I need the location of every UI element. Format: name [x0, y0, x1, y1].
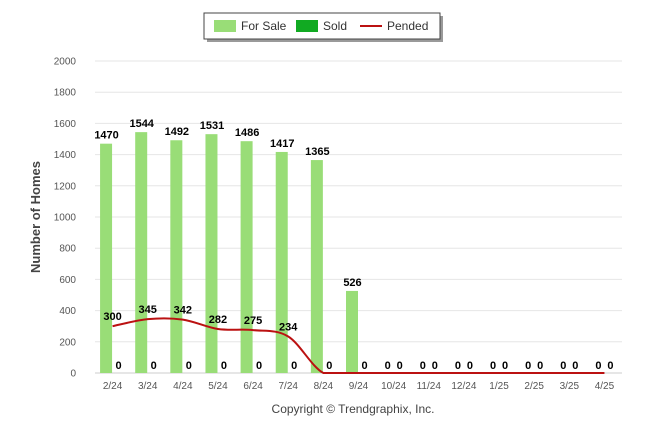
x-tick-label: 11/24 — [417, 381, 442, 392]
pended-line — [112, 317, 605, 374]
bar-for-sale — [100, 143, 113, 373]
bar-for-sale — [205, 134, 218, 373]
data-label-for-sale: 1492 — [165, 126, 189, 138]
x-tick-label: 9/24 — [349, 381, 369, 392]
y-tick-label: 1400 — [54, 150, 77, 161]
bar-for-sale — [275, 151, 288, 373]
bar-for-sale — [310, 160, 323, 373]
data-label-for-sale: 0 — [385, 360, 391, 372]
y-tick-label: 1000 — [54, 213, 77, 224]
x-tick-label: 1/25 — [489, 381, 509, 392]
x-tick-label: 2/24 — [103, 381, 123, 392]
data-label-sold: 0 — [432, 360, 438, 372]
data-label-sold: 0 — [326, 360, 332, 372]
y-tick-label: 200 — [59, 337, 76, 348]
legend-swatch-sold — [296, 20, 318, 32]
data-label-for-sale: 0 — [595, 360, 601, 372]
x-tick-label: 2/25 — [524, 381, 544, 392]
data-label-for-sale: 526 — [343, 277, 361, 289]
data-label-sold: 0 — [186, 360, 192, 372]
data-label-pended: 345 — [139, 304, 157, 316]
x-tick-label: 4/24 — [173, 381, 193, 392]
data-label-for-sale: 0 — [420, 360, 426, 372]
y-tick-label: 0 — [70, 369, 76, 380]
x-tick-label: 7/24 — [278, 381, 298, 392]
data-label-for-sale: 1470 — [94, 130, 118, 142]
x-tick-label: 5/24 — [208, 381, 228, 392]
bar-for-sale — [135, 132, 148, 373]
data-label-pended: 342 — [174, 305, 192, 317]
data-label-for-sale: 0 — [455, 360, 461, 372]
data-label-sold: 0 — [221, 360, 227, 372]
y-tick-label: 1800 — [54, 88, 77, 99]
y-axis-ticks: 0 200 400 600 800 1000 1200 1400 1600 1800 2000 — [54, 57, 77, 380]
data-label-for-sale: 1365 — [305, 146, 329, 158]
data-label-pended: 275 — [244, 315, 262, 327]
bar-for-sale — [170, 140, 183, 373]
data-label-for-sale: 1417 — [270, 138, 294, 150]
y-tick-label: 1200 — [54, 181, 77, 192]
data-label-pended: 234 — [279, 321, 298, 333]
x-tick-label: 3/25 — [560, 381, 580, 392]
x-tick-label: 10/24 — [381, 381, 406, 392]
data-label-for-sale: 0 — [560, 360, 566, 372]
gridlines — [95, 60, 622, 374]
y-tick-label: 1600 — [54, 119, 77, 130]
y-tick-label: 800 — [59, 244, 76, 255]
copyright-text: Copyright © Trendgraphix, Inc. — [272, 402, 435, 416]
data-label-sold: 0 — [151, 360, 157, 372]
y-tick-label: 2000 — [54, 57, 77, 68]
data-label-sold: 0 — [572, 360, 578, 372]
data-label-sold: 0 — [291, 360, 297, 372]
data-label-sold: 0 — [467, 360, 473, 372]
y-axis-title: Number of Homes — [28, 161, 43, 273]
data-label-sold: 0 — [256, 360, 262, 372]
x-tick-label: 4/25 — [595, 381, 615, 392]
legend-label-pended: Pended — [387, 19, 428, 33]
data-label-sold: 0 — [607, 360, 613, 372]
legend-label-for-sale: For Sale — [241, 19, 287, 33]
data-label-pended: 282 — [209, 314, 227, 326]
data-label-pended: 300 — [103, 311, 121, 323]
x-axis-ticks: 2/24 3/24 4/24 5/24 6/24 7/24 8/24 9/24 10/24 11/… — [103, 381, 615, 392]
data-label-for-sale: 0 — [525, 360, 531, 372]
data-label-for-sale: 1486 — [235, 127, 259, 139]
x-tick-label: 6/24 — [243, 381, 263, 392]
data-label-sold: 0 — [361, 360, 367, 372]
legend: For Sale Sold Pended — [203, 12, 443, 42]
bar-for-sale — [346, 290, 358, 373]
legend-label-sold: Sold — [323, 19, 347, 33]
legend-swatch-for-sale — [214, 20, 236, 32]
data-label-sold: 0 — [537, 360, 543, 372]
bars — [100, 132, 358, 373]
x-tick-label: 8/24 — [314, 381, 334, 392]
x-tick-label: 12/24 — [451, 381, 476, 392]
x-tick-label: 3/24 — [138, 381, 158, 392]
data-label-for-sale: 1531 — [200, 120, 224, 132]
data-label-sold: 0 — [502, 360, 508, 372]
data-label-for-sale: 1544 — [129, 118, 154, 130]
y-tick-label: 400 — [59, 306, 76, 317]
data-label-sold: 0 — [116, 360, 122, 372]
data-label-sold: 0 — [397, 360, 403, 372]
y-tick-label: 600 — [59, 275, 76, 286]
line-pended — [112, 317, 605, 374]
data-label-for-sale: 0 — [490, 360, 496, 372]
bar-for-sale — [240, 141, 253, 373]
